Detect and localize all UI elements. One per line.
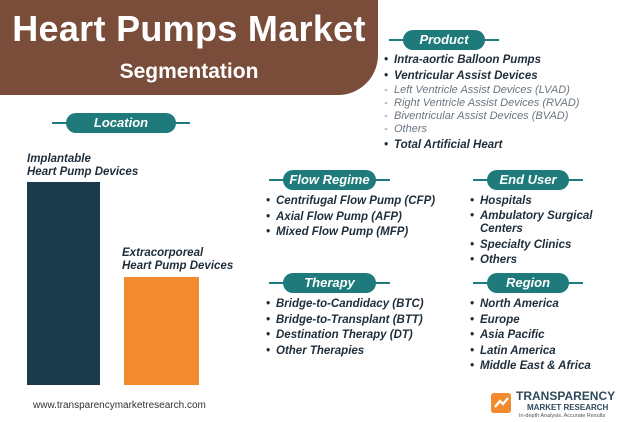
bar-implantable	[27, 182, 100, 385]
bar-label-extracorporeal-line1: Extracorporeal	[122, 247, 204, 259]
product-item: Total Artificial Heart	[384, 138, 614, 154]
region-item: Middle East & Africa	[470, 359, 615, 375]
tag-flow-regime: Flow Regime	[269, 170, 390, 190]
therapy-item: Destination Therapy (DT)	[266, 328, 466, 344]
footer-url[interactable]: www.transparencymarketresearch.com	[33, 400, 206, 411]
therapy-item: Other Therapies	[266, 344, 466, 360]
logo-name: TRANSPARENCY	[516, 389, 616, 403]
flow-regime-item: Axial Flow Pump (AFP)	[266, 210, 466, 226]
therapy-item: Bridge-to-Candidacy (BTC)	[266, 297, 466, 313]
region-item: Asia Pacific	[470, 328, 615, 344]
region-item: North America	[470, 297, 615, 313]
product-list: Intra-aortic Balloon Pumps Ventricular A…	[384, 53, 614, 154]
product-item: Ventricular Assist Devices	[384, 69, 614, 85]
tag-therapy: Therapy	[269, 273, 390, 293]
logo-icon	[491, 393, 511, 413]
logo-tagline: In-depth Analysis. Accurate Results	[519, 413, 606, 419]
tag-product: Product	[389, 30, 499, 50]
bar-extracorporeal	[124, 277, 199, 385]
therapy-list: Bridge-to-Candidacy (BTC) Bridge-to-Tran…	[266, 297, 466, 359]
product-sub-item: Biventricular Assist Devices (BVAD)	[384, 110, 614, 123]
page-title: Heart Pumps Market	[12, 8, 366, 49]
therapy-item: Bridge-to-Transplant (BTT)	[266, 313, 466, 329]
flow-regime-item: Centrifugal Flow Pump (CFP)	[266, 194, 466, 210]
page-subtitle: Segmentation	[119, 60, 259, 83]
product-sub-item: Right Ventricle Assist Devices (RVAD)	[384, 97, 614, 110]
end-user-item: Hospitals	[470, 194, 615, 210]
end-user-item: Ambulatory Surgical Centers	[470, 210, 615, 238]
region-item: Europe	[470, 313, 615, 329]
bar-label-implantable-line1: Implantable	[27, 153, 91, 165]
region-list: North America Europe Asia Pacific Latin …	[470, 297, 615, 375]
product-sub-item: Others	[384, 123, 614, 136]
bar-label-implantable: Implantable Heart Pump Devices	[27, 153, 138, 179]
tag-region: Region	[473, 273, 583, 293]
end-user-item: Specialty Clinics	[470, 238, 615, 254]
bar-label-implantable-line2: Heart Pump Devices	[27, 166, 139, 178]
product-item: Intra-aortic Balloon Pumps	[384, 53, 614, 69]
end-user-item: Others	[470, 253, 615, 269]
flow-regime-list: Centrifugal Flow Pump (CFP) Axial Flow P…	[266, 194, 466, 241]
product-sub-item: Left Ventricle Assist Devices (LVAD)	[384, 84, 614, 97]
logo-sub: MARKET RESEARCH	[527, 403, 609, 412]
bar-label-extracorporeal: Extracorporeal Heart Pump Devices	[122, 247, 233, 273]
tag-location: Location	[52, 113, 190, 133]
bar-label-extracorporeal-line2: Heart Pump Devices	[122, 260, 234, 272]
tag-end-user: End User	[473, 170, 583, 190]
title-banner: Heart Pumps Market Segmentation	[0, 0, 378, 95]
region-item: Latin America	[470, 344, 615, 360]
flow-regime-item: Mixed Flow Pump (MFP)	[266, 225, 466, 241]
end-user-list: Hospitals Ambulatory Surgical Centers Sp…	[470, 194, 615, 269]
